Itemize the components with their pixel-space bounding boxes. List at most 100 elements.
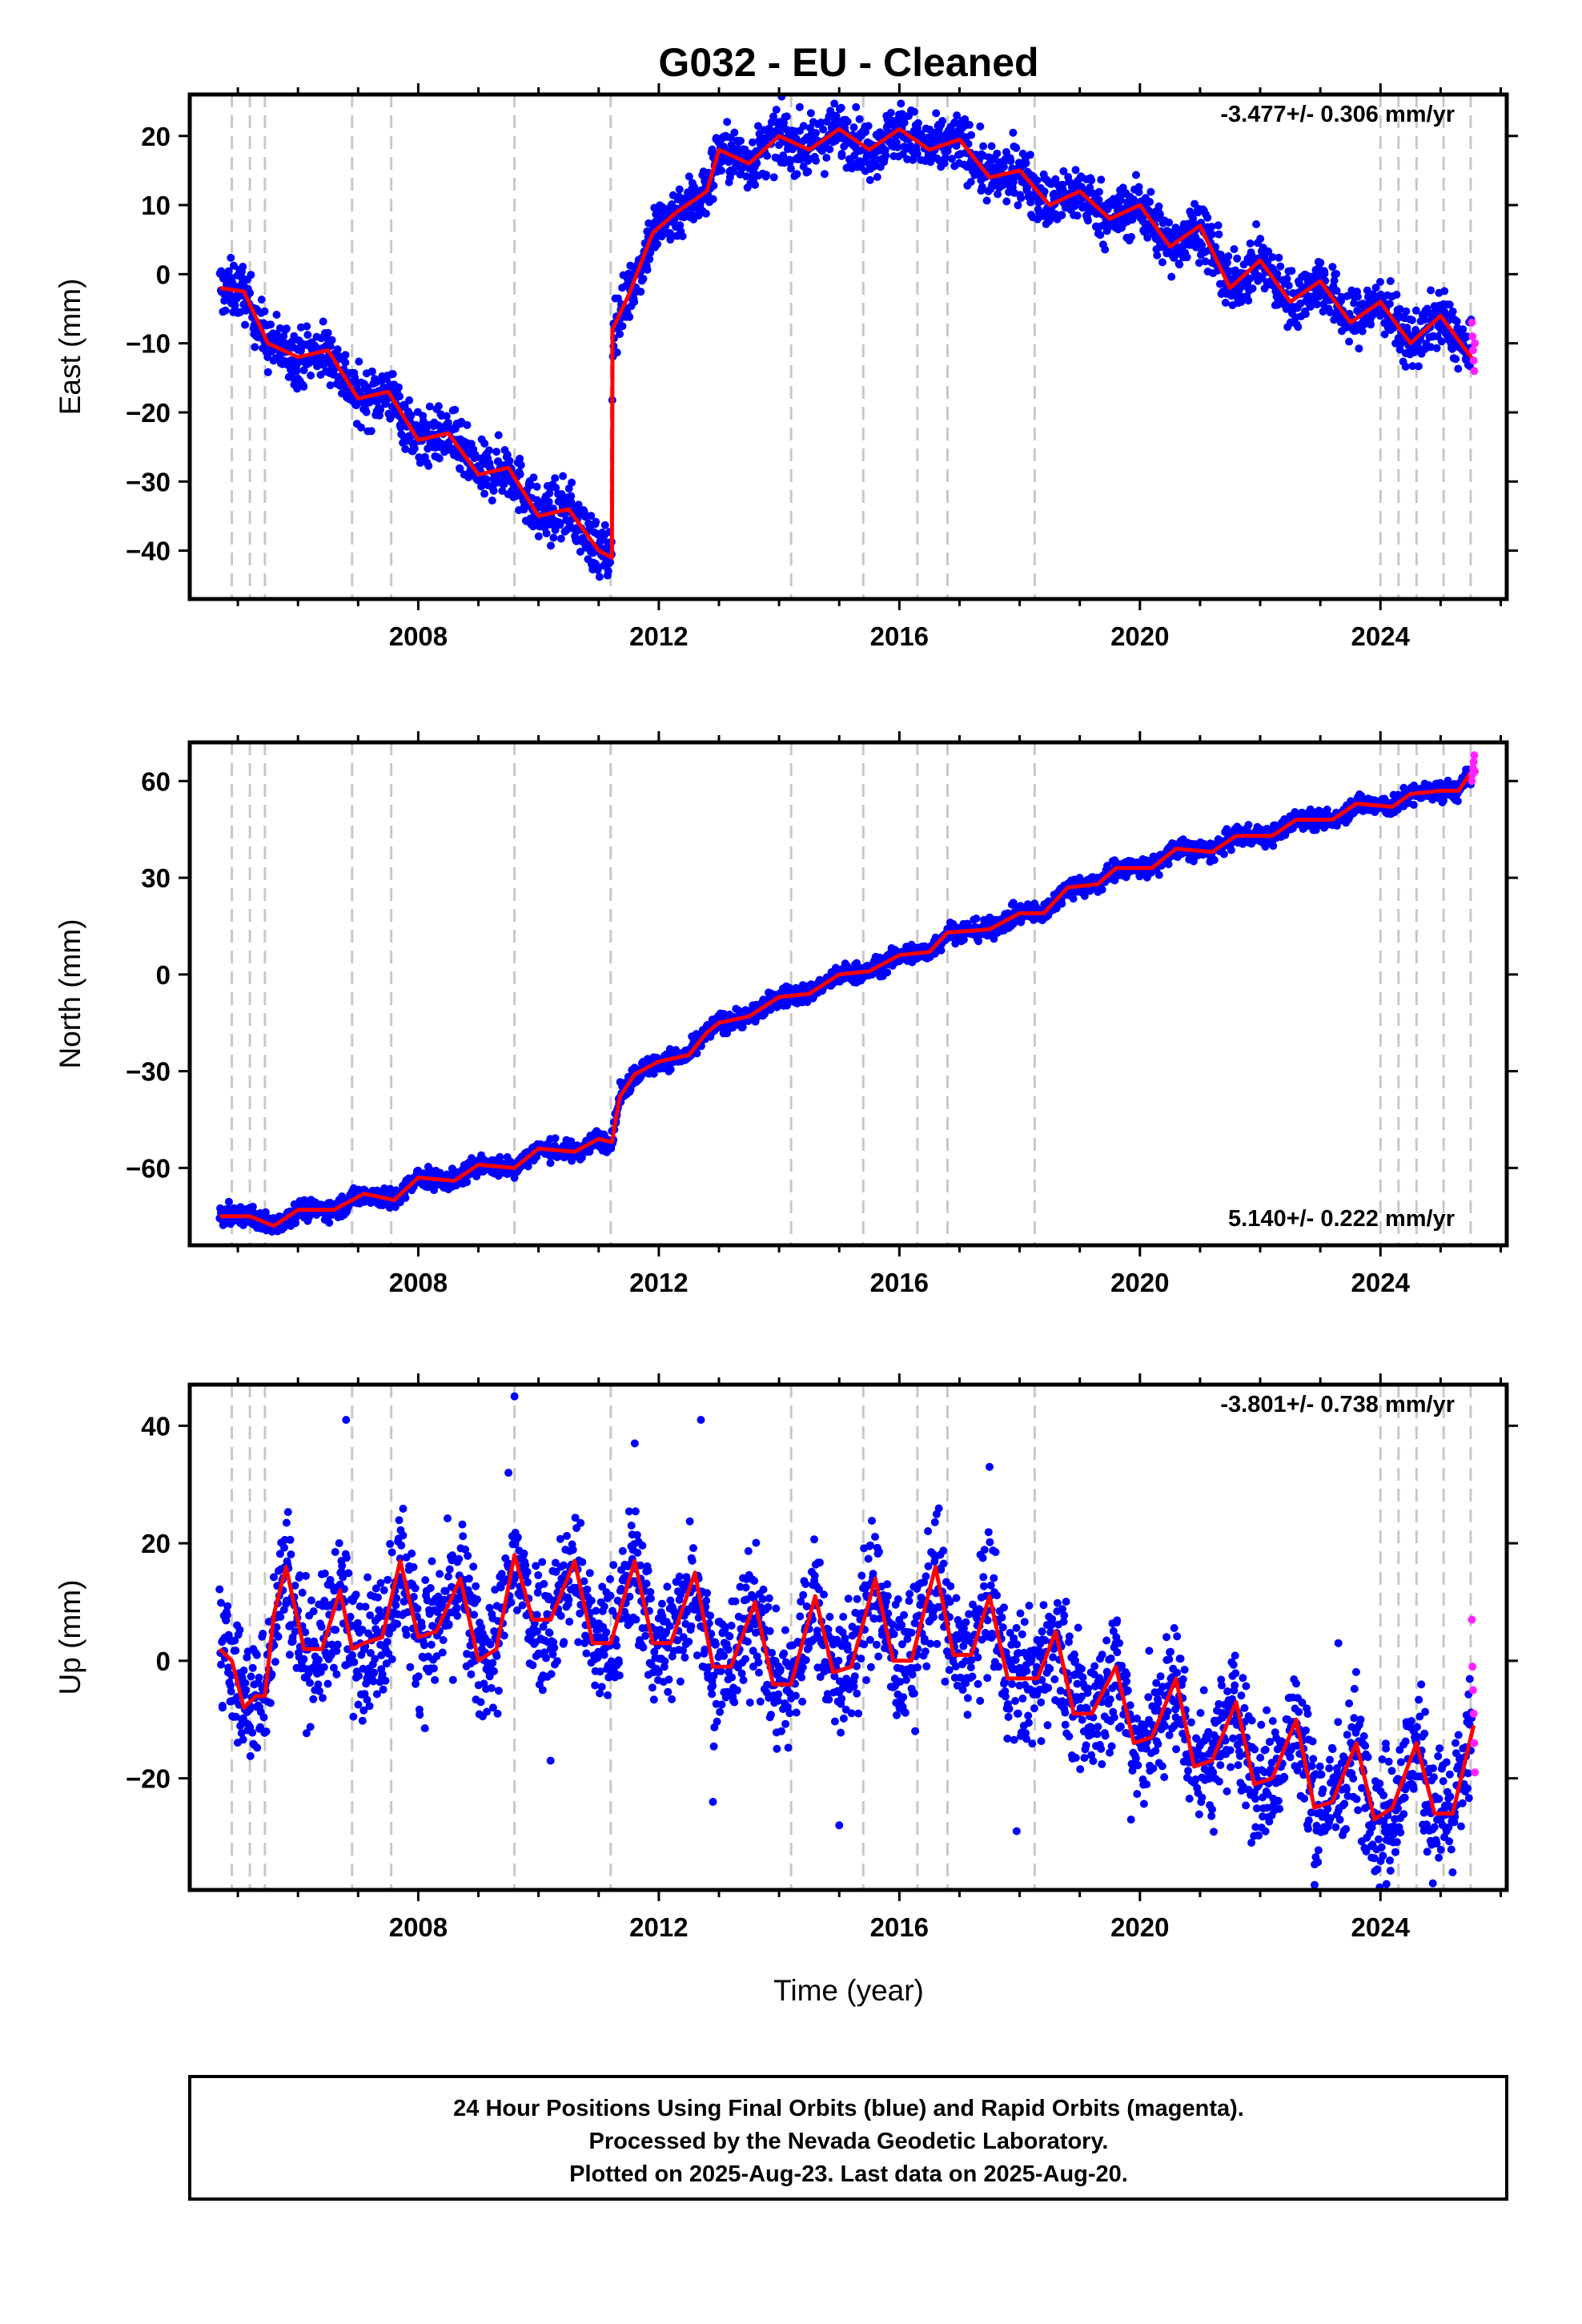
data-point bbox=[395, 383, 403, 392]
data-point bbox=[326, 342, 335, 351]
data-point bbox=[643, 265, 652, 274]
data-point bbox=[785, 159, 794, 167]
data-point bbox=[463, 1178, 472, 1187]
data-point bbox=[799, 122, 808, 131]
data-point bbox=[910, 107, 919, 116]
data-point bbox=[763, 151, 772, 160]
data-point bbox=[1165, 218, 1174, 227]
data-point bbox=[666, 235, 675, 244]
data-point bbox=[405, 396, 414, 404]
data-point bbox=[849, 123, 858, 132]
data-point bbox=[938, 117, 947, 125]
data-point bbox=[463, 420, 472, 429]
data-point bbox=[1268, 253, 1277, 262]
data-point bbox=[1395, 304, 1404, 313]
data-point bbox=[978, 183, 986, 191]
data-point bbox=[319, 317, 327, 326]
data-point bbox=[948, 155, 956, 163]
data-point bbox=[729, 167, 737, 176]
east-y-axis-label: East (mm) bbox=[54, 279, 86, 416]
data-point bbox=[1407, 316, 1416, 324]
data-point bbox=[1195, 259, 1203, 267]
data-point bbox=[484, 446, 493, 455]
data-point bbox=[1275, 253, 1283, 262]
data-point bbox=[749, 138, 757, 147]
data-point bbox=[543, 505, 552, 513]
data-point bbox=[1252, 220, 1261, 228]
data-point bbox=[873, 173, 881, 181]
data-point bbox=[639, 275, 648, 283]
data-point bbox=[1146, 187, 1155, 196]
data-point bbox=[1283, 275, 1291, 283]
data-point bbox=[965, 120, 974, 129]
data-point bbox=[769, 173, 778, 182]
data-point bbox=[221, 306, 230, 315]
data-point bbox=[1146, 198, 1154, 207]
data-point bbox=[817, 119, 825, 127]
y-tick-label: −20 bbox=[126, 398, 171, 428]
data-point bbox=[425, 402, 434, 411]
data-point bbox=[982, 196, 991, 205]
data-point bbox=[1432, 344, 1441, 352]
data-point bbox=[224, 1197, 233, 1206]
data-point bbox=[830, 99, 839, 108]
rapid-point bbox=[1470, 367, 1479, 376]
data-point bbox=[488, 497, 496, 505]
data-point bbox=[1164, 860, 1173, 869]
data-point bbox=[1022, 159, 1030, 167]
data-point bbox=[886, 108, 895, 117]
data-point bbox=[630, 298, 639, 306]
rapid-point bbox=[1468, 318, 1476, 327]
data-point bbox=[1154, 870, 1163, 879]
data-point bbox=[480, 439, 489, 448]
data-point bbox=[396, 392, 404, 400]
data-point bbox=[614, 294, 622, 303]
data-point bbox=[325, 1218, 334, 1227]
data-point bbox=[1246, 239, 1255, 247]
data-point bbox=[1445, 300, 1454, 309]
data-point bbox=[1087, 176, 1096, 185]
data-point bbox=[754, 122, 762, 131]
data-point bbox=[401, 1193, 410, 1202]
data-point bbox=[987, 142, 996, 151]
data-point bbox=[367, 427, 375, 436]
data-point bbox=[567, 492, 576, 501]
data-point bbox=[456, 464, 464, 473]
data-point bbox=[753, 159, 761, 167]
data-point bbox=[516, 460, 525, 469]
data-point bbox=[606, 558, 615, 567]
data-point bbox=[434, 402, 443, 411]
data-point bbox=[625, 312, 634, 321]
data-point bbox=[492, 448, 501, 456]
data-point bbox=[804, 167, 813, 176]
data-point bbox=[1328, 263, 1337, 271]
y-tick-label: 0 bbox=[156, 259, 171, 289]
data-point bbox=[864, 122, 873, 131]
data-point bbox=[1006, 157, 1015, 166]
data-point bbox=[588, 549, 597, 557]
data-point bbox=[246, 288, 255, 297]
data-point bbox=[341, 358, 350, 367]
data-point bbox=[357, 423, 365, 432]
data-point bbox=[1033, 176, 1042, 185]
data-point bbox=[303, 322, 311, 331]
data-point bbox=[812, 156, 821, 165]
data-point bbox=[1345, 337, 1354, 346]
x-tick-label: 2016 bbox=[870, 621, 929, 651]
data-point bbox=[241, 320, 249, 329]
data-point bbox=[1427, 286, 1435, 295]
data-point bbox=[1244, 821, 1253, 829]
data-point bbox=[967, 131, 976, 139]
data-point bbox=[593, 565, 602, 574]
data-point bbox=[494, 431, 503, 440]
east-frame bbox=[187, 92, 1509, 601]
north-final-points bbox=[215, 766, 1476, 1236]
data-point bbox=[675, 185, 684, 194]
data-point bbox=[993, 149, 1002, 158]
data-point bbox=[1452, 355, 1460, 364]
data-point bbox=[976, 122, 985, 131]
data-point bbox=[416, 459, 424, 467]
data-point bbox=[534, 532, 543, 541]
data-point bbox=[762, 171, 771, 179]
data-point bbox=[291, 1219, 300, 1228]
